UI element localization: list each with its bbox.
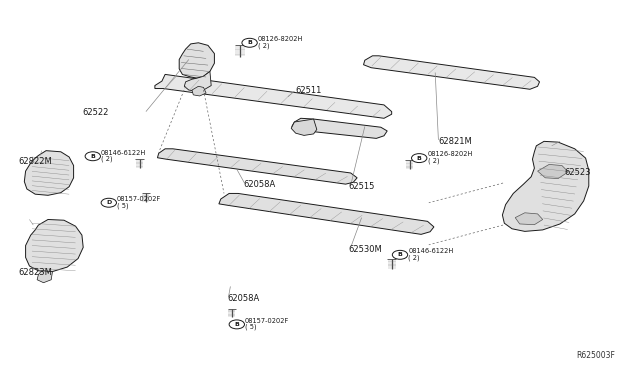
Text: 62515: 62515 (349, 182, 375, 191)
Circle shape (412, 154, 427, 163)
Circle shape (85, 152, 100, 161)
Text: B: B (234, 322, 239, 327)
Circle shape (392, 250, 408, 259)
Text: ( 2): ( 2) (258, 42, 269, 49)
Polygon shape (515, 213, 543, 225)
Polygon shape (538, 164, 568, 179)
Polygon shape (184, 71, 211, 91)
Polygon shape (157, 149, 357, 184)
Text: B: B (247, 40, 252, 45)
Polygon shape (24, 151, 74, 195)
Text: ( 5): ( 5) (117, 202, 129, 209)
Text: 62822M: 62822M (18, 157, 52, 166)
Text: 08157-0202F: 08157-0202F (117, 196, 161, 202)
Polygon shape (155, 74, 392, 118)
Text: 08157-0202F: 08157-0202F (245, 318, 289, 324)
Polygon shape (37, 271, 52, 283)
Polygon shape (219, 193, 434, 234)
Text: B: B (90, 154, 95, 159)
Text: 62823M: 62823M (18, 268, 52, 277)
Circle shape (101, 198, 116, 207)
Polygon shape (179, 43, 214, 78)
Text: 08146-6122H: 08146-6122H (101, 150, 147, 155)
Polygon shape (291, 119, 317, 135)
Text: 08146-6122H: 08146-6122H (408, 248, 454, 254)
Text: ( 5): ( 5) (245, 324, 257, 330)
Circle shape (229, 320, 244, 329)
Text: B: B (397, 252, 403, 257)
Text: ( 2): ( 2) (101, 155, 113, 162)
Text: 62530M: 62530M (349, 245, 383, 254)
Text: ( 2): ( 2) (408, 254, 420, 261)
Text: 62058A: 62058A (227, 294, 259, 303)
Circle shape (242, 38, 257, 47)
Polygon shape (192, 86, 206, 96)
Text: 62821M: 62821M (438, 137, 472, 146)
Polygon shape (502, 141, 589, 231)
Polygon shape (292, 118, 387, 138)
Text: B: B (417, 155, 422, 161)
Text: 62522: 62522 (83, 108, 109, 117)
Text: R625003F: R625003F (576, 351, 615, 360)
Polygon shape (26, 219, 83, 272)
Polygon shape (364, 56, 540, 89)
Text: 62511: 62511 (296, 86, 322, 94)
Text: 62523: 62523 (564, 169, 591, 177)
Text: D: D (106, 200, 111, 205)
Text: 08126-8202H: 08126-8202H (258, 36, 303, 42)
Text: 62058A: 62058A (243, 180, 275, 189)
Text: 08126-8202H: 08126-8202H (428, 151, 473, 157)
Text: ( 2): ( 2) (428, 157, 439, 164)
